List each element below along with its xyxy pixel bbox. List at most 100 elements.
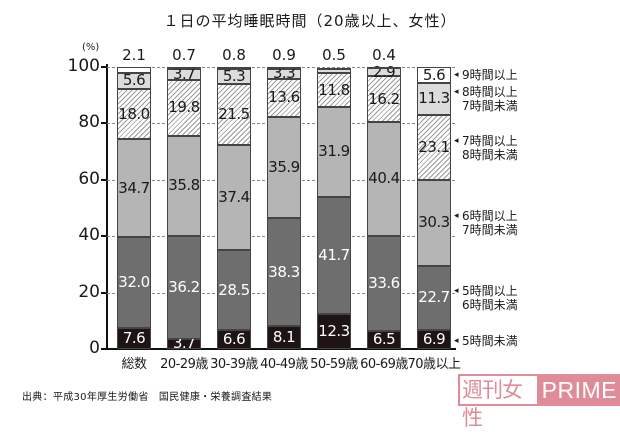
- segment-value-label: 6.5: [372, 330, 396, 349]
- bar-segment: 16.2: [367, 76, 401, 122]
- bar-segment: 30.3: [417, 180, 451, 266]
- bar-segment: 8.1: [267, 326, 301, 349]
- y-tick-mark: [101, 291, 107, 294]
- legend-label: 8時間以上 7時間未満: [462, 85, 518, 113]
- x-category-label: 30-39歳: [210, 357, 258, 372]
- segment-value-label: 13.6: [268, 88, 300, 107]
- logo-prime-text: PRIME: [538, 374, 620, 406]
- bar-segment: 36.2: [167, 236, 201, 339]
- segment-value-label: 5.6: [122, 71, 146, 90]
- y-axis-line: [106, 64, 108, 350]
- segment-value-label: 3.7: [172, 334, 196, 353]
- bar-segment: 6.5: [367, 330, 401, 349]
- bar-segment: [267, 66, 301, 70]
- y-tick-mark: [101, 235, 107, 238]
- bar-top-value-label: 0.4: [372, 46, 396, 64]
- segment-value-label: 37.4: [218, 187, 250, 206]
- y-tick-mark: [101, 122, 107, 125]
- segment-value-label: 38.3: [268, 262, 300, 281]
- bar-segment: 3.7: [167, 66, 201, 81]
- logo-japanese-text: 週刊女性: [458, 374, 539, 430]
- bar-segment: 40.4: [367, 121, 401, 236]
- x-axis-line: [106, 348, 456, 350]
- legend-pointer-icon: ◂: [454, 135, 459, 146]
- bar-segment: 13.6: [267, 78, 301, 117]
- segment-value-label: 28.5: [218, 280, 250, 299]
- segment-value-label: 11.3: [418, 89, 450, 108]
- bar-segment: [117, 67, 151, 73]
- bar-segment: 3.3: [267, 64, 301, 83]
- y-tick-label: 80: [78, 112, 100, 133]
- bar-segment: 22.7: [417, 265, 451, 330]
- segment-value-label: 30.3: [418, 213, 450, 232]
- bar-segment: 5.3: [217, 68, 251, 84]
- stacked-bar-chart: 0 20 40 60 80 100 7.6 32.0 34.7 18.0 5.6 2.1 総数 3.7 36…: [68, 46, 518, 372]
- y-tick-label: 40: [78, 225, 100, 246]
- y-axis-unit: (%): [82, 42, 100, 53]
- segment-value-label: 18.0: [118, 104, 150, 123]
- legend-item: ◂ 5時間未満: [454, 334, 518, 348]
- bar-segment: 11.8: [317, 73, 351, 107]
- y-tick-mark: [101, 178, 107, 181]
- segment-value-label: 7.6: [122, 328, 146, 347]
- segment-value-label: 12.3: [318, 322, 350, 341]
- legend-pointer-icon: ◂: [454, 210, 459, 221]
- legend-label: 5時間未満: [462, 334, 518, 349]
- bar-top-value-label: 0.8: [222, 46, 246, 64]
- legend-label: 6時間以上 7時間未満: [462, 208, 518, 237]
- legend-item: ◂ 9時間以上: [454, 68, 518, 82]
- bar-segment: [317, 67, 351, 70]
- bar-segment: 2.9: [367, 64, 401, 79]
- legend-pointer-icon: ◂: [454, 336, 459, 347]
- legend-pointer-icon: ◂: [454, 285, 459, 296]
- legend-pointer-icon: ◂: [454, 70, 459, 81]
- segment-value-label: 32.0: [118, 272, 150, 291]
- bar-segment: 7.6: [117, 327, 151, 349]
- y-tick-label: 0: [89, 338, 100, 358]
- bar-segment: [217, 66, 251, 69]
- bar-segment: 32.0: [117, 237, 151, 328]
- y-tick-label: 60: [78, 168, 100, 189]
- bar-top-value-label: 0.7: [172, 46, 196, 64]
- chart-title: １日の平均睡眠時間（20歳以上、女性）: [163, 12, 457, 30]
- bar-top-value-label: 0.5: [322, 46, 346, 64]
- bar-segment: 31.9: [317, 106, 351, 197]
- x-category-label: 60-69歳: [360, 357, 408, 372]
- bar-segment: 35.8: [167, 135, 201, 237]
- legend-label: 9時間以上: [462, 68, 518, 83]
- x-category-label: 40-49歳: [260, 357, 308, 372]
- bar-segment: [167, 67, 201, 70]
- bar-segment: 3.7: [167, 334, 201, 353]
- bar-segment: 6.6: [217, 330, 251, 349]
- segment-value-label: 3.3: [272, 64, 296, 83]
- legend-item: ◂ 8時間以上 7時間未満: [454, 85, 518, 113]
- segment-value-label: 41.7: [318, 246, 350, 265]
- bar-segment: 33.6: [367, 235, 401, 331]
- y-tick-label: 20: [78, 281, 100, 302]
- bar-segment: 35.9: [267, 116, 301, 219]
- y-tick-mark: [101, 348, 107, 350]
- legend-label: 5時間以上 6時間未満: [462, 283, 518, 312]
- legend-item: ◂ 6時間以上 7時間未満: [454, 209, 518, 237]
- segment-value-label: 16.2: [368, 89, 400, 108]
- bar-segment: 23.1: [417, 114, 451, 181]
- bar-segment: 5.6: [117, 73, 151, 89]
- source-citation: 出典：平成30年厚生労働省 国民健康・栄養調査結果: [22, 392, 273, 403]
- segment-value-label: 33.6: [368, 273, 400, 292]
- bar-segment: 19.8: [167, 79, 201, 136]
- legend-item: ◂ 7時間以上 8時間未満: [454, 134, 518, 162]
- segment-value-label: 8.1: [272, 328, 296, 347]
- bar-top-value-label: 0.9: [272, 46, 296, 64]
- x-category-label: 総数: [121, 357, 147, 372]
- bar-top-value-label: 2.1: [122, 46, 146, 64]
- bar-segment: 12.3: [317, 314, 351, 349]
- segment-value-label: 36.2: [168, 278, 200, 296]
- segment-value-label: 23.1: [418, 138, 450, 156]
- bar-segment: [317, 68, 351, 74]
- segment-value-label: 35.9: [268, 158, 300, 177]
- legend-pointer-icon: ◂: [454, 87, 459, 97]
- bar-segment: 37.4: [217, 144, 251, 250]
- segment-value-label: 21.5: [218, 104, 250, 123]
- y-tick-mark: [101, 66, 107, 68]
- bar-segment: 11.3: [417, 83, 451, 115]
